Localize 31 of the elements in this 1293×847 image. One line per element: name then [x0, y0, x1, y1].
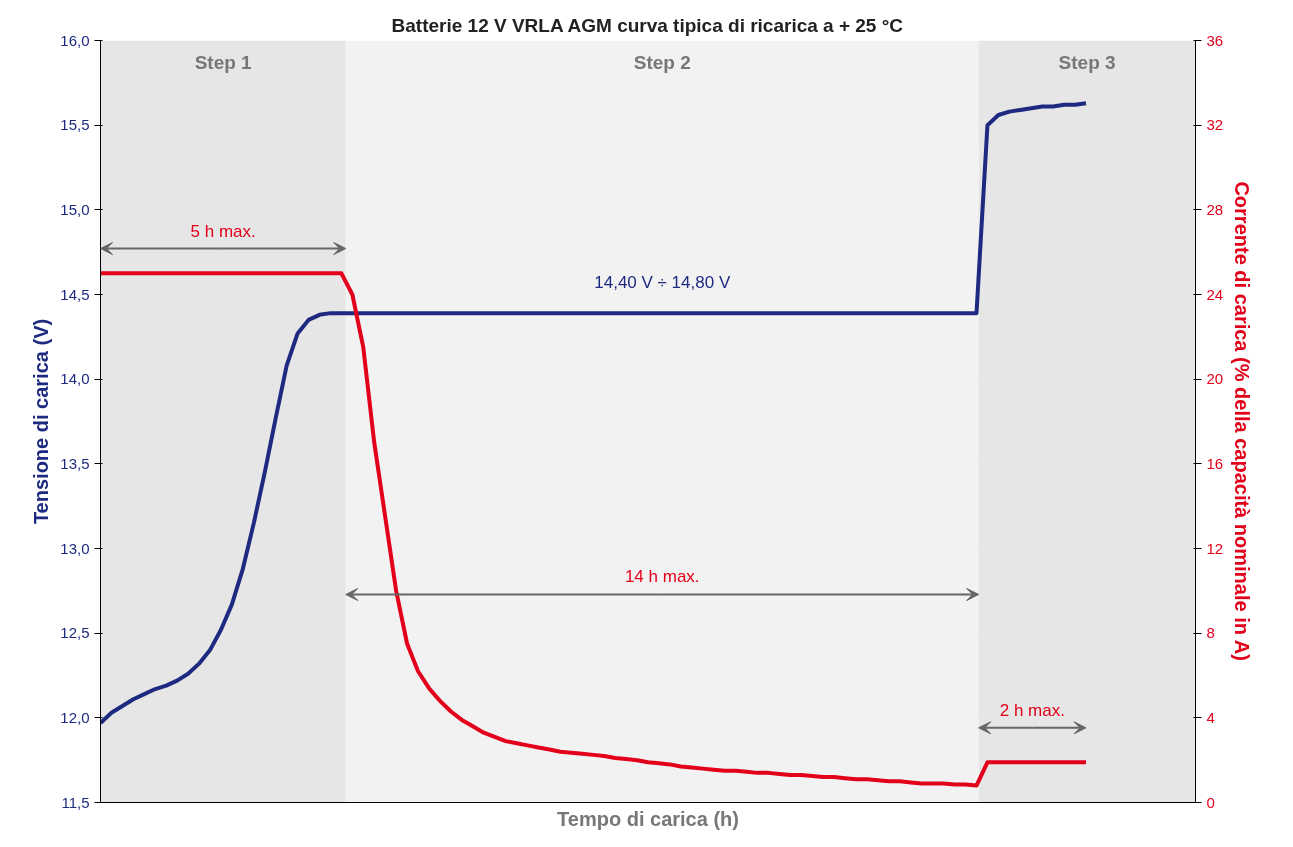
- y-tick-label: 12,5: [60, 624, 90, 642]
- y-tick-label: 16,0: [60, 31, 90, 49]
- y-tick-label: 13,0: [60, 539, 90, 557]
- y2-tick-label: 4: [1206, 708, 1215, 726]
- y-tick-label: 15,5: [60, 116, 90, 134]
- annotation: 5 h max.: [190, 221, 256, 241]
- annotation: Step 3: [1058, 52, 1116, 73]
- annotation: Step 2: [633, 52, 691, 73]
- annotation: 2 h max.: [999, 700, 1065, 720]
- y-tick-label: 11,5: [61, 793, 90, 811]
- y-axis-title: Tensione di carica (V): [30, 318, 53, 525]
- y2-tick-label: 16: [1206, 454, 1224, 472]
- y-tick-label: 13,5: [60, 454, 90, 472]
- y-tick-label: 14,5: [60, 285, 90, 303]
- annotation: Step 1: [194, 52, 253, 73]
- y-tick-label: 15,0: [60, 200, 90, 218]
- y2-tick-label: 32: [1206, 116, 1224, 134]
- y2-tick-label: 24: [1206, 285, 1224, 303]
- annotation: 14 h max.: [624, 567, 700, 587]
- y2-tick-label: 12: [1206, 539, 1224, 557]
- chart-title: Batterie 12 V VRLA AGM curva tipica di ricarica a + 25 °C: [391, 14, 904, 36]
- y2-tick-label: 0: [1206, 793, 1215, 811]
- y2-axis-title: Corrente di carica (% della capacità nominale in A): [1231, 181, 1254, 661]
- y2-tick-label: 8: [1206, 624, 1215, 642]
- y2-tick-label: 28: [1206, 200, 1224, 218]
- y2-tick-label: 20: [1206, 370, 1224, 388]
- annotation: 14,40 V ÷ 14,80 V: [594, 273, 731, 293]
- y-tick-label: 12,0: [60, 708, 90, 726]
- y2-tick-label: 36: [1206, 31, 1224, 49]
- x-axis-title: Tempo di carica (h): [557, 807, 739, 830]
- y-tick-label: 14,0: [60, 370, 90, 388]
